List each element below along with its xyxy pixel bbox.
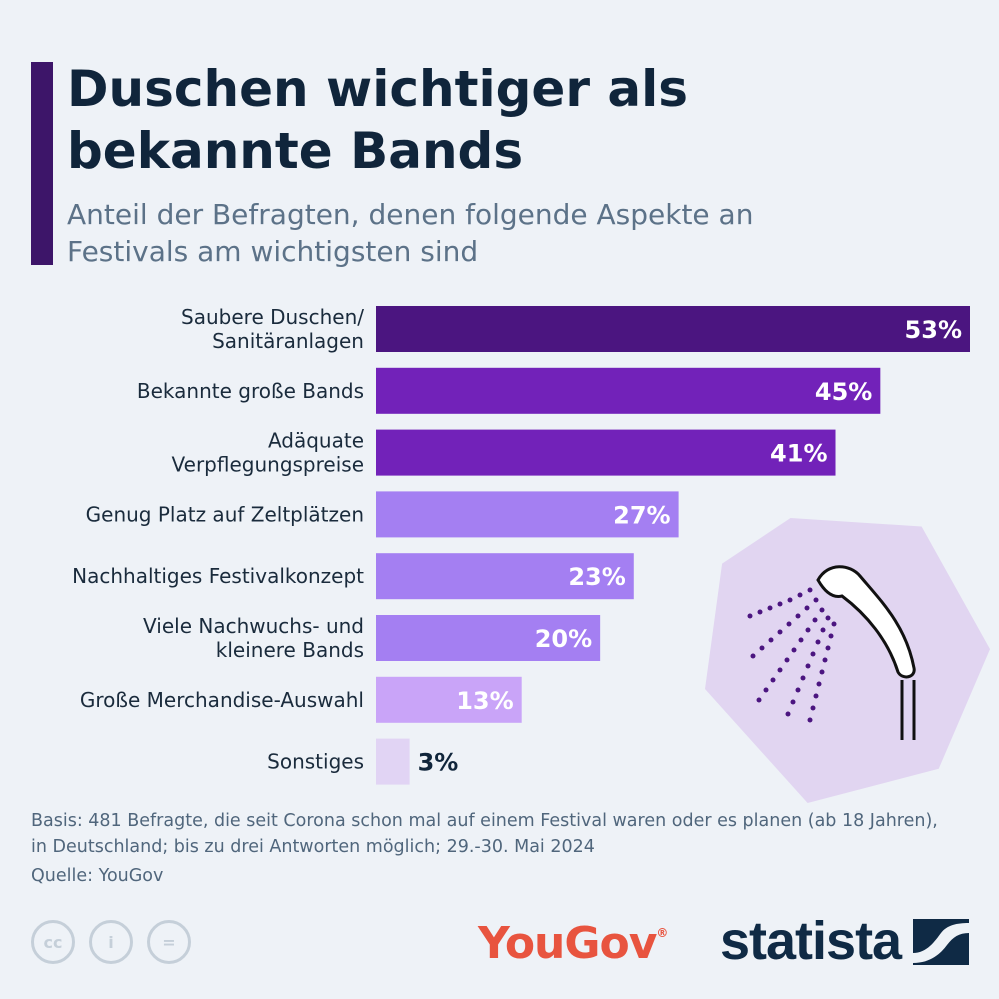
shower-head-icon: [747, 565, 916, 740]
bar-5: [376, 553, 634, 600]
page-subtitle: Anteil der Befragten, denen folgende Asp…: [67, 198, 754, 268]
category-label-3: Adäquate Verpflegungspreise: [172, 429, 364, 477]
bar-1: [376, 306, 970, 352]
value-label-8: 3%: [418, 749, 459, 777]
category-label-7: Große Merchandise-Auswahl: [80, 688, 364, 712]
category-label-1: Saubere Duschen/Sanitäranlagen: [181, 305, 364, 353]
value-label-7: 13%: [456, 687, 513, 715]
category-label-2: Bekannte große Bands: [137, 379, 364, 403]
value-label-3: 41%: [770, 440, 827, 468]
category-label-5: Nachhaltiges Festivalkonzept: [72, 564, 364, 588]
statista-logo-icon: [913, 919, 969, 965]
bar-8: [376, 738, 410, 785]
cc-icon[interactable]: cc: [31, 920, 75, 964]
bar-7: [376, 676, 522, 723]
category-label-8: Sonstiges: [267, 750, 364, 774]
value-label-4: 27%: [613, 501, 670, 529]
value-label-5: 23%: [568, 563, 625, 591]
bar-2: [376, 367, 881, 414]
attribution-icon[interactable]: i: [89, 920, 133, 964]
source-note: Quelle: YouGov: [31, 866, 164, 886]
bar-6: [376, 615, 601, 661]
no-derivatives-icon[interactable]: =: [147, 920, 191, 964]
category-label-6: Viele Nachwuchs- und kleinere Bands: [143, 614, 364, 662]
value-label-2: 45%: [815, 378, 872, 406]
license-icons: cc i =: [31, 920, 191, 964]
yougov-logo: YouGov®: [478, 918, 668, 969]
category-label-4: Genug Platz auf Zeltplätzen: [86, 502, 364, 526]
value-label-1: 53%: [905, 316, 962, 344]
statista-logo: statista: [720, 911, 902, 971]
title-accent-bar: [31, 62, 53, 265]
bar-4: [376, 491, 679, 538]
bar-3: [376, 429, 836, 476]
basis-note: Basis: 481 Befragte, die seit Corona sch…: [31, 811, 938, 857]
value-label-6: 20%: [535, 625, 592, 653]
page-title: Duschen wichtiger als bekannte Bands: [67, 60, 689, 180]
